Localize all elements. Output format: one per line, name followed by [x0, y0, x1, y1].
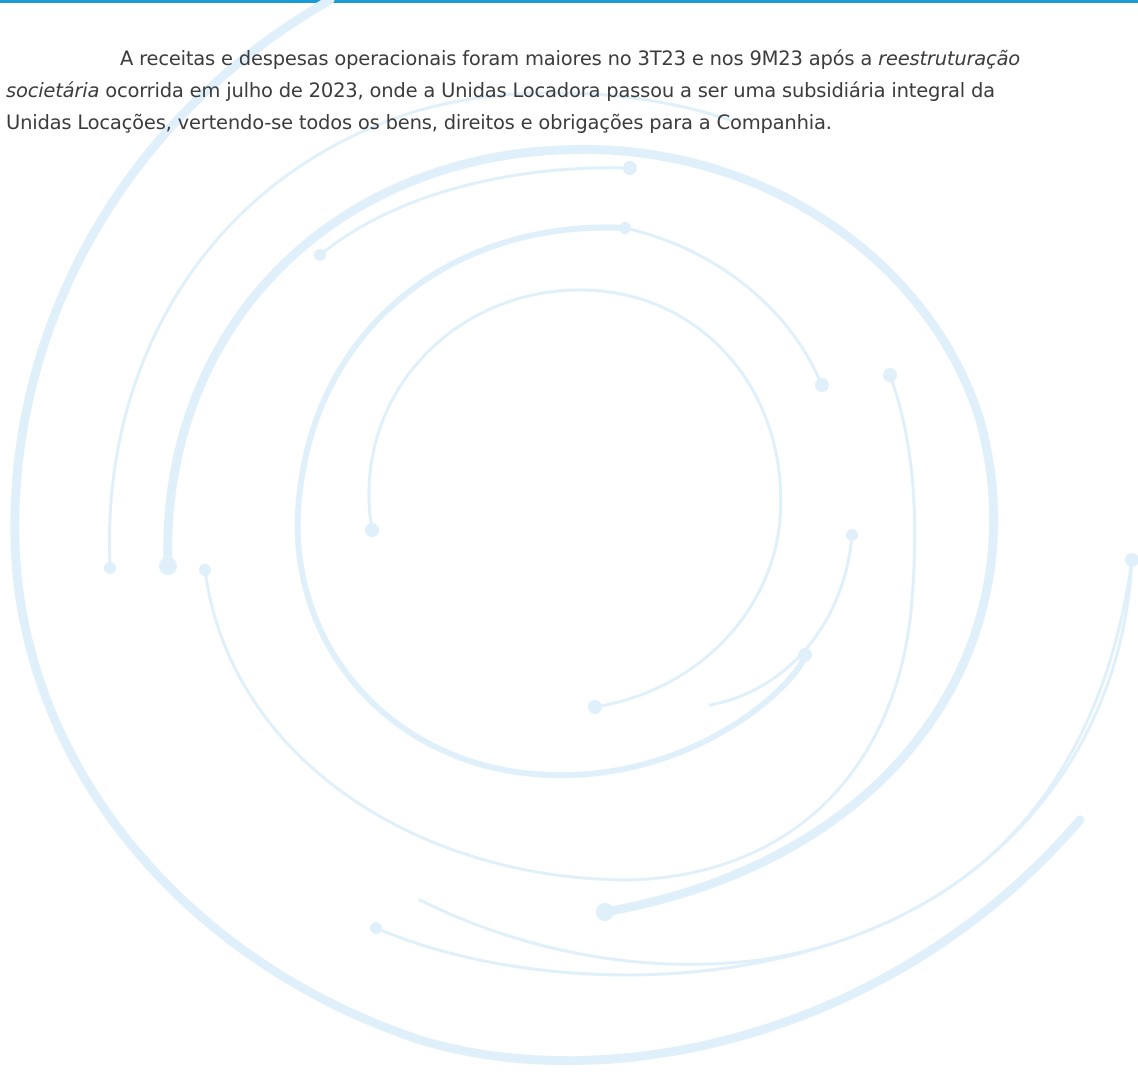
watermark-arc-left	[107, 91, 732, 570]
line2-text: ocorrida em julho de 2023, onde a Unidas…	[99, 79, 995, 102]
line1-text: A receitas e despesas operacionais foram…	[120, 47, 879, 70]
watermark-arc-right-outer	[418, 558, 1134, 966]
watermark-arc-8	[708, 533, 854, 707]
paragraph-line-1: A receitas e despesas operacionais foram…	[6, 43, 1138, 75]
watermark-arc-9	[374, 558, 1134, 977]
watermark-arc-outer	[10, 0, 1085, 1066]
paragraph-line-3: Unidas Locações, vertendo-se todos os be…	[6, 107, 1138, 139]
watermark-arc-4	[203, 373, 917, 882]
watermark-arc-2	[163, 144, 999, 917]
line2-italic-text: societária	[6, 79, 100, 102]
line1-italic-text: reestruturação	[878, 47, 1021, 70]
line3-text: Unidas Locações, vertendo-se todos os be…	[6, 111, 832, 134]
watermark-arc-5	[294, 224, 808, 779]
watermark-arc-6	[623, 226, 824, 387]
header-rule	[0, 0, 1138, 3]
body-paragraph: A receitas e despesas operacionais foram…	[6, 43, 1138, 139]
paragraph-line-2: societária ocorrida em julho de 2023, on…	[6, 75, 1138, 107]
watermark-arc-7	[367, 288, 783, 709]
watermark-arc-3	[318, 166, 632, 257]
